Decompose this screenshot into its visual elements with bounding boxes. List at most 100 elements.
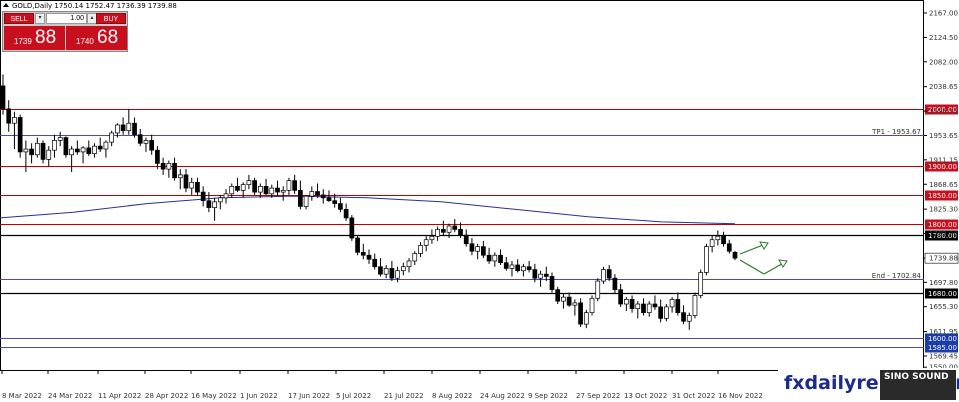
candle-body (206, 200, 212, 208)
arrow-up2-head (778, 259, 788, 268)
x-tick-label: 21 Jul 2022 (384, 392, 424, 400)
arrow-up-head (759, 241, 769, 250)
price-axis: 2167.00 2124.50 2082.00 2038.65 1996.15 1953.… (924, 10, 959, 372)
candle-body (200, 191, 206, 202)
candle-body (704, 246, 709, 273)
candle-body (149, 140, 155, 151)
candle-body (246, 180, 252, 185)
candle-body (400, 266, 406, 272)
y-tick-label: 1697.80 (929, 279, 958, 287)
candle-body (303, 195, 309, 207)
candle-body (521, 266, 526, 272)
candle-body (566, 296, 572, 306)
y-tick-label: 2082.00 (929, 58, 958, 66)
candle-body (309, 191, 315, 197)
candle-body (166, 163, 172, 170)
candle-body (332, 200, 338, 204)
candle-body (292, 180, 298, 191)
candle-body (601, 269, 606, 282)
x-tick-label: 24 Mar 2022 (48, 392, 92, 400)
candle-body (389, 268, 395, 279)
x-tick-label: 5 Jul 2022 (336, 392, 371, 400)
y-tick-label: 1782.80 (929, 230, 958, 238)
candle-body (675, 299, 681, 313)
candle-body (686, 315, 692, 322)
lot-size-input[interactable]: 1.00 (46, 13, 87, 24)
y-tick-label: 2167.00 (929, 10, 958, 18)
candle-body (252, 180, 257, 193)
y-tick-label: 1739.88 (929, 255, 958, 263)
candle-body (515, 264, 521, 272)
x-tick-label: 17 Jun 2022 (288, 392, 330, 400)
candle-body (406, 260, 412, 268)
candle-body (46, 149, 52, 160)
candle-body (509, 264, 515, 269)
candle-body (223, 193, 229, 199)
x-tick-label: 31 Oct 2022 (672, 392, 715, 400)
y-tick-label: 1868.65 (929, 181, 958, 189)
sell-price-small: 1739 (14, 37, 32, 46)
candle-body (463, 234, 469, 245)
buy-button[interactable]: 1740 68 (66, 26, 127, 50)
candle-body (446, 225, 452, 233)
candle-body (423, 239, 429, 246)
candle-body (109, 132, 115, 143)
candle-body (212, 201, 217, 208)
level-price-tag (925, 342, 958, 353)
candle-body (572, 302, 578, 306)
sell-button[interactable]: 1739 88 (4, 26, 65, 50)
candle-body (583, 312, 589, 325)
x-tick-label: 16 May 2022 (191, 392, 237, 400)
candle-body (458, 229, 463, 236)
x-tick-label: 9 Sep 2022 (528, 392, 568, 400)
candle-body (721, 235, 726, 245)
level-price-tag (925, 219, 958, 230)
candle-body (589, 297, 595, 313)
candle-body (155, 149, 160, 164)
projection-arrows (739, 241, 788, 275)
candle-body (103, 141, 109, 150)
candle-body (395, 270, 400, 279)
y-tick-label: 1996.15 (929, 108, 958, 116)
candle-body (86, 147, 92, 154)
candle-body (646, 303, 652, 313)
level-price-tag-text: 1585.00 (928, 344, 957, 352)
candle-body (132, 122, 137, 136)
candle-body (669, 299, 675, 308)
candle-body (469, 243, 475, 252)
candle-body (526, 266, 532, 270)
candle-body (492, 254, 498, 262)
candles (0, 74, 738, 330)
candle-body (452, 225, 458, 230)
candle-body (160, 163, 166, 170)
candle-body (629, 299, 635, 309)
lot-decrease-icon[interactable]: ▾ (35, 13, 45, 24)
candle-body (692, 295, 698, 316)
x-tick-label: 16 Nov 2022 (718, 392, 763, 400)
level-price-tag-text: 1850.00 (928, 192, 957, 200)
candle-body (538, 273, 543, 279)
candle-body (80, 147, 86, 153)
buy-price-small: 1740 (76, 37, 94, 46)
level-price-tag-text: 1900.00 (928, 163, 957, 171)
candle-body (635, 303, 641, 309)
candle-body (338, 203, 343, 210)
level-price-tag-text: 1780.00 (928, 232, 957, 240)
buy-label[interactable]: BUY (96, 13, 126, 24)
candle-body (143, 140, 149, 144)
watermark-badge-text: SINO SOUND (884, 372, 949, 382)
level-price-tag-text: 1600.00 (928, 335, 957, 343)
candle-body (418, 245, 423, 254)
candle-body (40, 142, 46, 160)
y-tick-label: 1569.45 (929, 353, 958, 361)
candle-body (349, 217, 355, 239)
candle-body (618, 289, 623, 305)
sell-label[interactable]: SELL (4, 13, 34, 24)
y-tick-label: 2038.65 (929, 83, 958, 91)
collapse-icon[interactable] (3, 3, 9, 7)
level-price-tag-text: 2000.00 (928, 106, 957, 114)
x-tick-label: 8 Aug 2022 (432, 392, 472, 400)
level-price-tag (925, 288, 958, 299)
candle-body (486, 254, 492, 262)
